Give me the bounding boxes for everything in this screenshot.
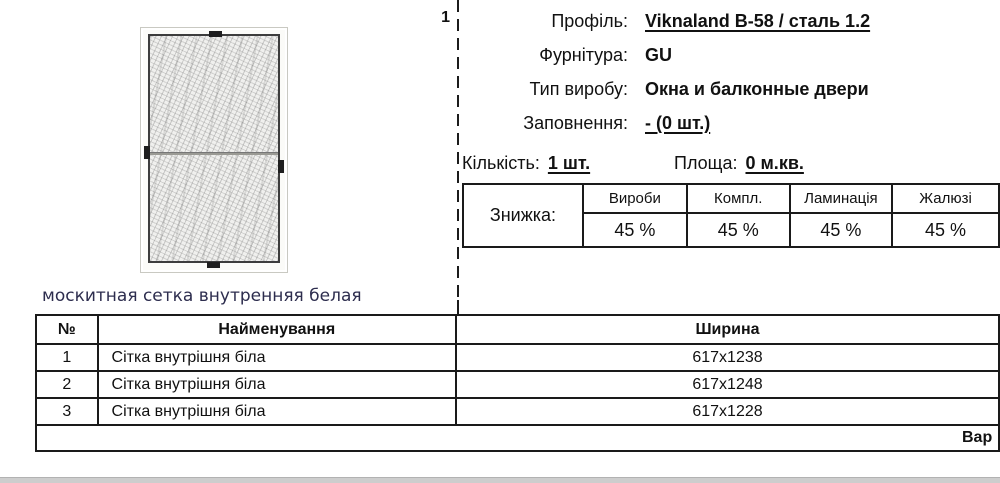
header-width: Ширина [454,314,1000,345]
spec-row-profile: Профіль: Viknaland B-58 / сталь 1.2 [462,10,1000,32]
clip-bottom-icon [207,262,220,268]
discount-value: 45 % [685,212,791,248]
spec-value: - (0 шт.) [645,113,711,133]
quantity-group: Кількість: 1 шт. [462,153,590,174]
table-row: 2 Сітка внутрішня біла 617x1248 [35,370,1000,399]
clip-left-icon [144,146,150,159]
cell-number: 1 [35,343,99,372]
spec-value: Viknaland B-58 / сталь 1.2 [645,11,871,31]
cell-width: 617x1238 [454,343,1000,372]
header-name: Найменування [96,314,457,345]
spec-label: Заповнення: [523,113,628,133]
clip-top-icon [209,31,222,37]
spec-value: GU [645,45,672,65]
discount-col-header: Ламинація [788,183,894,214]
discount-value: 45 % [581,212,688,248]
spec-label: Профіль: [551,11,628,31]
cell-width: 617x1228 [454,397,1000,426]
spec-value: Окна и балконные двери [645,79,869,99]
item-separator-line-tail [457,300,459,316]
discount-col-header: Компл. [685,183,791,214]
clip-right-icon [278,160,284,173]
footer-cell: Вар [35,424,1000,452]
cell-number: 2 [35,370,99,399]
spec-row-product-type: Тип виробу: Окна и балконные двери [462,78,1000,100]
discount-value: 45 % [891,212,1000,248]
section-title: москитная сетка внутренняя белая [42,286,362,306]
bottom-page-bar [0,477,1000,483]
header-number: № [35,314,99,345]
item-number: 1 [441,9,450,26]
mosquito-net-preview-image [140,27,288,273]
quantity-value: 1 шт. [547,153,591,173]
area-label: Площа: [674,153,738,173]
cell-number: 3 [35,397,99,426]
table-row: 1 Сітка внутрішня біла 617x1238 [35,343,1000,372]
quantity-label: Кількість: [462,153,540,173]
spec-label: Тип виробу: [529,79,628,99]
discount-col-header: Вироби [581,183,688,214]
cell-width: 617x1248 [454,370,1000,399]
mesh-divider [150,152,278,155]
items-table: № Найменування Ширина 1 Сітка внутрішня … [35,314,1000,452]
discount-col-header: Жалюзі [891,183,1000,214]
discount-table: Знижка: Вироби Компл. Ламинація Жалюзі 4… [462,183,1000,248]
discount-value: 45 % [788,212,894,248]
spec-list: Профіль: Viknaland B-58 / сталь 1.2 Фурн… [462,10,1000,146]
table-row: 3 Сітка внутрішня біла 617x1228 [35,397,1000,426]
mesh-pattern [148,34,280,263]
spec-row-hardware: Фурнітура: GU [462,44,1000,66]
items-table-footer-row: Вар [35,424,1000,452]
area-group: Площа: 0 м.кв. [674,153,804,174]
footer-text: Вар [962,429,993,446]
cell-name: Сітка внутрішня біла [96,343,457,372]
spec-row-filling: Заповнення: - (0 шт.) [462,112,1000,134]
discount-label: Знижка: [462,183,584,248]
item-separator-dashed-line [457,0,459,301]
cell-name: Сітка внутрішня біла [96,397,457,426]
cell-name: Сітка внутрішня біла [96,370,457,399]
area-value: 0 м.кв. [745,153,804,173]
spec-label: Фурнітура: [539,45,628,65]
items-table-header-row: № Найменування Ширина [35,314,1000,345]
